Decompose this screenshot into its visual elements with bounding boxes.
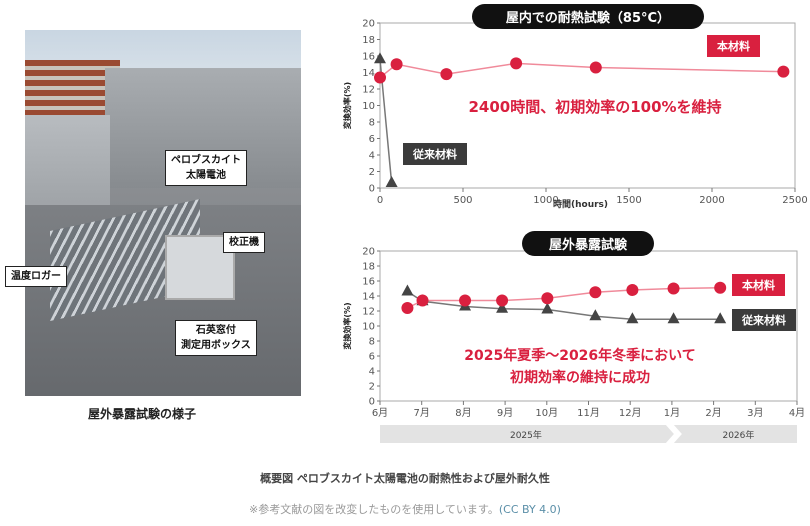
- y-tick-label: 10: [362, 322, 375, 333]
- y-tick-label: 20: [362, 247, 375, 258]
- data-point-circle: [390, 58, 403, 71]
- x-tick-label: 500: [453, 195, 472, 206]
- data-point-circle: [541, 292, 554, 305]
- y-tick-label: 16: [362, 277, 375, 288]
- y-tick-label: 14: [362, 68, 375, 79]
- year-label: 2025年: [510, 429, 542, 441]
- data-point-circle: [496, 294, 509, 307]
- y-tick-label: 18: [362, 35, 375, 46]
- y-tick-label: 2: [369, 382, 375, 393]
- x-tick-label: 4月: [789, 407, 805, 419]
- data-point-triangle: [714, 312, 727, 324]
- data-point-triangle: [589, 309, 602, 321]
- figure-note: ※参考文献の図を改変したものを使用しています。(CC BY 4.0): [0, 501, 810, 517]
- y-tick-label: 20: [362, 19, 375, 30]
- data-point-triangle: [374, 52, 386, 64]
- x-tick-label: 7月: [414, 407, 430, 419]
- y-tick-label: 4: [369, 367, 375, 378]
- chart1-title: 屋内での耐熱試験（85°C）: [472, 4, 704, 29]
- label-calibrator: 校正機: [223, 232, 265, 253]
- data-point-triangle: [385, 176, 398, 188]
- y-tick-label: 8: [369, 118, 375, 129]
- data-point-triangle: [496, 301, 509, 313]
- chart1-xlabel: 時間(hours): [553, 200, 609, 210]
- data-point-circle: [510, 57, 523, 70]
- x-tick-label: 1000: [533, 195, 558, 206]
- y-tick-label: 16: [362, 52, 375, 63]
- y-tick-label: 10: [362, 101, 375, 112]
- figure-title: 概要図 ペロブスカイト太陽電池の耐熱性および屋外耐久性: [260, 472, 550, 485]
- x-tick-label: 0: [377, 195, 383, 206]
- x-tick-label: 1500: [616, 195, 641, 206]
- x-tick-label: 8月: [455, 407, 471, 419]
- chart2-legend-new: 本材料: [732, 274, 785, 296]
- x-tick-label: 12月: [619, 407, 642, 419]
- y-tick-label: 6: [369, 352, 375, 363]
- data-point-circle: [374, 71, 386, 84]
- chart1-annotation: 2400時間、初期効率の100%を維持: [468, 98, 722, 116]
- y-tick-label: 12: [362, 307, 375, 318]
- y-tick-label: 8: [369, 337, 375, 348]
- data-point-circle: [777, 65, 790, 78]
- data-point-circle: [440, 68, 453, 81]
- y-tick-label: 12: [362, 85, 375, 96]
- y-tick-label: 18: [362, 262, 375, 273]
- data-point-circle: [667, 282, 680, 295]
- data-point-circle: [416, 294, 429, 307]
- x-tick-label: 2月: [705, 407, 721, 419]
- label-measurement-box: 石英窓付 測定用ボックス: [175, 320, 257, 356]
- y-axis-label: 変換効率(%): [342, 82, 352, 129]
- y-tick-label: 0: [369, 184, 375, 195]
- x-tick-label: 10月: [535, 407, 558, 419]
- year-band-2025: [380, 425, 674, 443]
- chart1-legend-new: 本材料: [707, 35, 760, 57]
- y-tick-label: 0: [369, 397, 375, 408]
- x-tick-label: 1月: [664, 407, 680, 419]
- chart2-title: 屋外暴露試験: [522, 231, 654, 256]
- data-point-circle: [459, 294, 472, 307]
- x-tick-label: 9月: [497, 407, 513, 419]
- note-text: ※参考文献の図を改変したものを使用しています。: [249, 503, 499, 516]
- data-point-circle: [401, 302, 414, 314]
- data-point-triangle: [667, 312, 680, 324]
- y-axis-label: 変換効率(%): [342, 302, 352, 349]
- x-tick-label: 3月: [747, 407, 763, 419]
- data-point-triangle: [541, 302, 554, 314]
- data-point-circle: [589, 286, 602, 299]
- data-point-triangle: [401, 284, 414, 296]
- y-tick-label: 14: [362, 292, 375, 303]
- data-point-circle: [714, 281, 727, 294]
- year-label: 2026年: [722, 429, 754, 441]
- x-tick-label: 11月: [577, 407, 600, 419]
- data-point-circle: [589, 61, 602, 74]
- label-temperature-logger: 温度ロガー: [5, 266, 67, 287]
- license-link[interactable]: (CC BY 4.0): [498, 503, 561, 516]
- x-tick-label: 2500: [782, 195, 807, 206]
- y-tick-label: 2: [369, 167, 375, 178]
- y-tick-label: 4: [369, 151, 375, 162]
- outdoor-test-photo: [25, 30, 301, 396]
- x-tick-label: 6月: [372, 407, 388, 419]
- chart1-legend-conventional: 従来材料: [403, 143, 467, 165]
- photo-caption: 屋外暴露試験の様子: [88, 407, 197, 421]
- x-tick-label: 2000: [699, 195, 724, 206]
- chart2-annotation: 2025年夏季～2026年冬季において 初期効率の維持に成功: [464, 348, 696, 386]
- data-point-circle: [626, 284, 639, 296]
- series-line: [379, 62, 784, 79]
- photo-measurement-box: [165, 235, 235, 300]
- year-band-2026: [673, 425, 797, 443]
- chart2-legend-conventional: 従来材料: [732, 309, 796, 331]
- label-perovskite-cell: ペロブスカイト 太陽電池: [165, 150, 247, 186]
- data-point-triangle: [626, 312, 639, 324]
- y-tick-label: 6: [369, 134, 375, 145]
